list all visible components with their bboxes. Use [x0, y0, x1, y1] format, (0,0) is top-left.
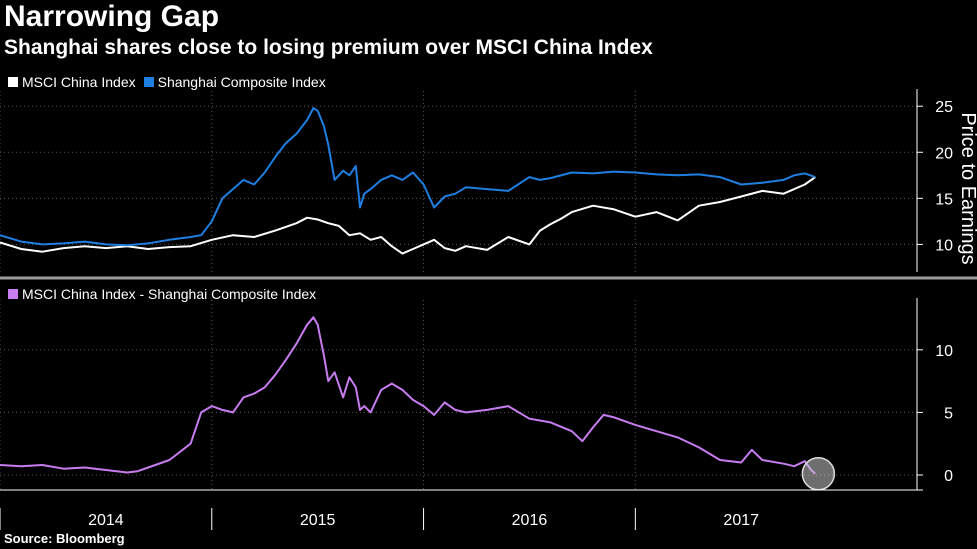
bottom-ytick-label: 5: [944, 405, 953, 422]
legend-swatch-msci: [8, 77, 18, 87]
top-series-line-1: [0, 107, 816, 247]
x-axis: 2014 2015 2016 2017: [0, 489, 923, 530]
chart-title: Narrowing Gap: [4, 0, 220, 33]
top-ytick-label: 10: [935, 237, 953, 254]
bottom-panel: 0 5 10: [0, 298, 953, 491]
bottom-series-line-0: [0, 316, 816, 475]
legend-swatch-shanghai: [143, 77, 154, 87]
legend-label-shanghai: Shanghai Composite Index: [157, 74, 326, 90]
legend-item-shanghai: Shanghai Composite Index: [143, 74, 326, 90]
highlight-marker: [801, 456, 836, 491]
x-tick-label: 2015: [300, 512, 336, 529]
top-legend: MSCI China Index Shanghai Composite Inde…: [8, 74, 334, 90]
legend-swatch-difference: [8, 289, 18, 299]
source-note: Source: Bloomberg: [4, 531, 125, 546]
legend-item-difference: MSCI China Index - Shanghai Composite In…: [8, 286, 316, 302]
bottom-ytick-label: 10: [935, 343, 953, 360]
top-series-line-0: [0, 176, 816, 255]
top-ytick-label: 20: [935, 145, 953, 162]
chart-subtitle: Shanghai shares close to losing premium …: [4, 36, 653, 59]
legend-label-msci: MSCI China Index: [22, 74, 136, 90]
legend-item-msci: MSCI China Index: [8, 74, 136, 90]
x-tick-label: 2017: [723, 512, 759, 529]
x-tick-label: 2016: [512, 512, 548, 529]
top-ytick-label: 25: [935, 99, 953, 116]
y-axis-title: Price to Earnings: [957, 112, 977, 264]
bottom-legend: MSCI China Index - Shanghai Composite In…: [8, 286, 324, 302]
x-tick-label: 2014: [88, 512, 124, 529]
top-ytick-label: 15: [935, 191, 953, 208]
legend-label-difference: MSCI China Index - Shanghai Composite In…: [22, 286, 317, 302]
bottom-ytick-label: 0: [944, 468, 953, 485]
